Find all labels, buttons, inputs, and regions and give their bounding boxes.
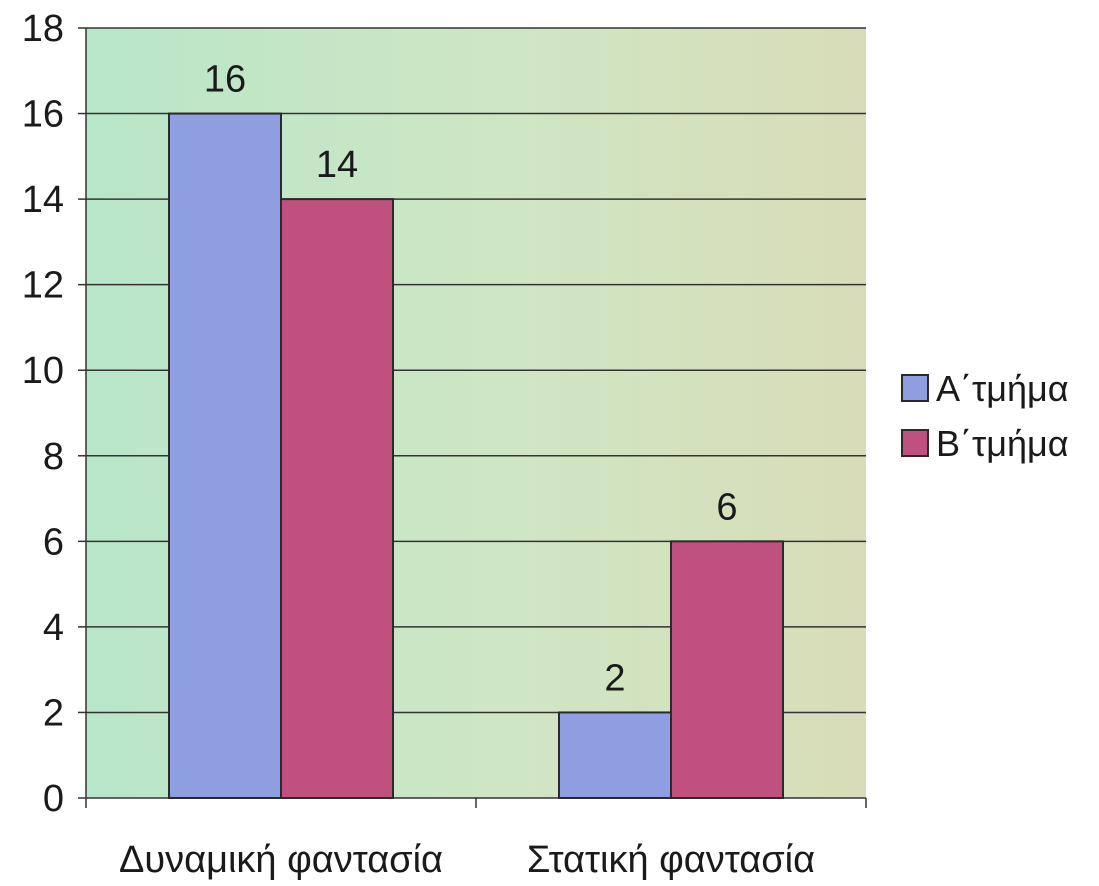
y-tick-label: 14 <box>22 179 64 221</box>
legend-box <box>883 352 1095 472</box>
x-category-label: Δυναμική φαντασία <box>119 839 443 881</box>
legend-label: Β΄τμήμα <box>936 423 1069 464</box>
y-tick-label: 6 <box>43 521 64 563</box>
data-label: 6 <box>716 486 737 528</box>
bar-b-2 <box>670 540 784 799</box>
y-tick-label: 4 <box>43 607 64 649</box>
data-label: 14 <box>316 144 358 186</box>
data-label: 2 <box>604 657 625 699</box>
y-tick-label: 12 <box>22 265 64 307</box>
x-category-label: Στατική φαντασία <box>527 839 815 881</box>
bar-b-1 <box>280 198 394 800</box>
bar-a-2 <box>558 711 672 800</box>
data-label: 16 <box>204 59 246 101</box>
y-tick-label: 2 <box>43 692 64 734</box>
y-tick-label: 16 <box>22 94 64 136</box>
y-tick-label: 18 <box>22 8 64 50</box>
legend-swatch-a <box>901 374 929 402</box>
legend-swatch-b <box>901 429 929 457</box>
legend-label: Α΄τμήμα <box>936 368 1069 409</box>
y-tick-label: 10 <box>22 350 64 392</box>
y-tick-label: 8 <box>43 436 64 478</box>
y-tick-label: 0 <box>43 778 64 820</box>
bar-a-1 <box>168 112 282 800</box>
